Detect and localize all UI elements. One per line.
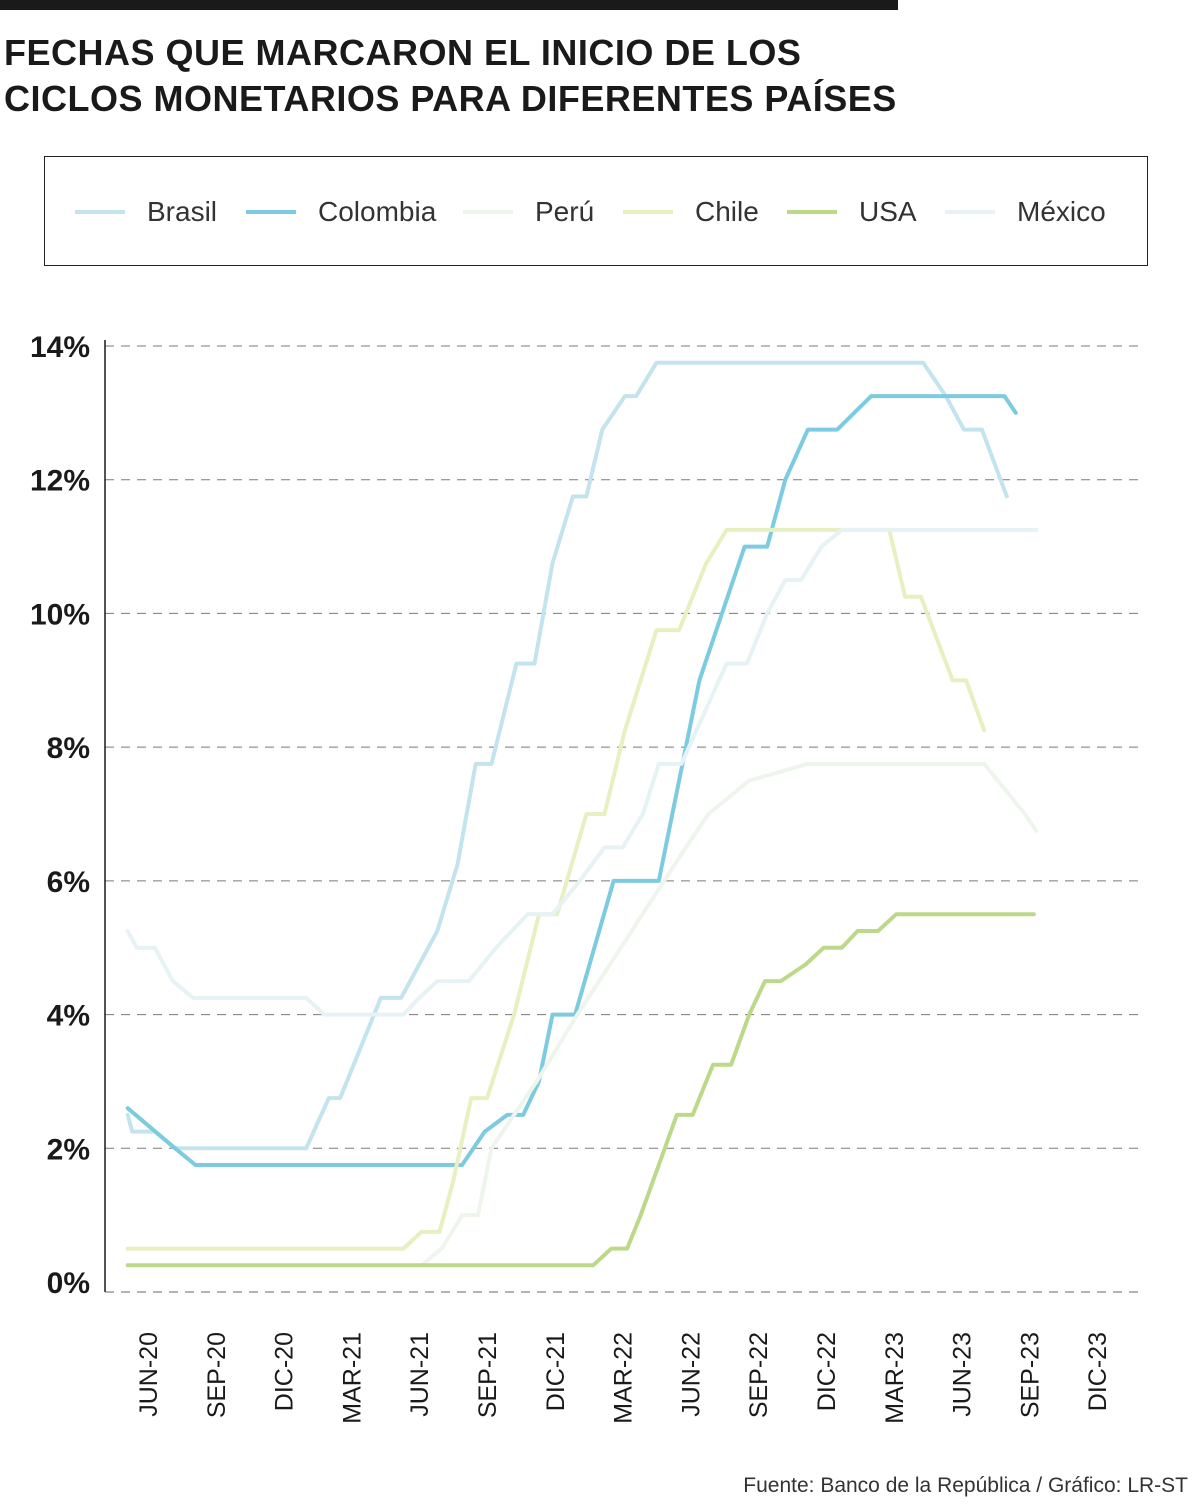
chart-title: FECHAS QUE MARCARON EL INICIO DE LOS CIC… xyxy=(4,30,1004,122)
legend-swatch-mexico xyxy=(945,210,995,214)
y-tick-label: 0% xyxy=(47,1267,90,1300)
legend: Brasil Colombia Perú Chile USA México xyxy=(44,156,1148,266)
legend-label-colombia: Colombia xyxy=(318,196,437,227)
legend-item-peru: Perú xyxy=(463,157,594,267)
legend-swatch-usa xyxy=(787,210,837,214)
x-tick-label: MAR-22 xyxy=(610,1332,638,1424)
series-line-perú xyxy=(419,761,1039,1268)
x-tick-label: SEP-21 xyxy=(474,1332,502,1418)
legend-item-usa: USA xyxy=(787,157,917,267)
y-tick-label: 4% xyxy=(47,1000,90,1033)
y-tick-label: 2% xyxy=(47,1133,90,1166)
title-line-2: CICLOS MONETARIOS PARA DIFERENTES PAÍSES xyxy=(4,78,897,119)
series-layer xyxy=(125,360,1039,1268)
x-tick-label: DIC-20 xyxy=(271,1332,299,1411)
y-tick-label: 6% xyxy=(47,866,90,899)
legend-label-mexico: México xyxy=(1017,196,1106,227)
x-tick-label: SEP-22 xyxy=(745,1332,773,1418)
x-tick-label: JUN-22 xyxy=(677,1332,705,1417)
y-tick-label: 14% xyxy=(30,331,90,364)
legend-label-chile: Chile xyxy=(695,196,759,227)
x-tick-label: JUN-21 xyxy=(406,1332,434,1417)
x-tick-label: JUN-23 xyxy=(949,1332,977,1417)
x-tick-label: MAR-21 xyxy=(338,1332,366,1424)
legend-label-peru: Perú xyxy=(535,196,595,227)
legend-item-brasil: Brasil xyxy=(75,157,217,267)
x-tick-label: DIC-21 xyxy=(542,1332,570,1411)
axis-layer: 0% 2% 4% 6% 8% 10% 12% 14% JUN-20 SEP-20 DIC-20 MAR… xyxy=(30,331,1140,1424)
source-credit: Fuente: Banco de la República / Gráfico:… xyxy=(743,1474,1188,1497)
top-rule xyxy=(0,0,898,10)
x-tick-label: SEP-23 xyxy=(1016,1332,1044,1418)
legend-swatch-chile xyxy=(623,210,673,214)
x-tick-label: SEP-20 xyxy=(203,1332,231,1418)
series-line-usa xyxy=(125,912,1036,1268)
legend-item-chile: Chile xyxy=(623,157,759,267)
legend-swatch-colombia xyxy=(246,210,296,214)
series-line-brasil xyxy=(125,360,1009,1151)
legend-label-usa: USA xyxy=(859,196,917,227)
x-tick-label: MAR-23 xyxy=(881,1332,909,1424)
title-line-1: FECHAS QUE MARCARON EL INICIO DE LOS xyxy=(4,32,802,73)
series-line-chile xyxy=(125,527,987,1251)
y-tick-label: 10% xyxy=(30,598,90,631)
legend-swatch-peru xyxy=(463,210,513,214)
legend-item-mexico: México xyxy=(945,157,1106,267)
legend-item-colombia: Colombia xyxy=(246,157,436,267)
legend-swatch-brasil xyxy=(75,210,125,214)
x-tick-label: JUN-20 xyxy=(135,1332,163,1417)
series-line-colombia xyxy=(125,394,1018,1167)
line-chart: 0% 2% 4% 6% 8% 10% 12% 14% JUN-20 SEP-20 DIC-20 MAR… xyxy=(30,331,1140,1424)
series-line-méxico xyxy=(125,527,1039,1017)
y-tick-label: 12% xyxy=(30,465,90,498)
y-tick-label: 8% xyxy=(47,732,90,765)
legend-label-brasil: Brasil xyxy=(147,196,218,227)
x-tick-label: DIC-22 xyxy=(813,1332,841,1411)
x-tick-label: DIC-23 xyxy=(1084,1332,1112,1411)
